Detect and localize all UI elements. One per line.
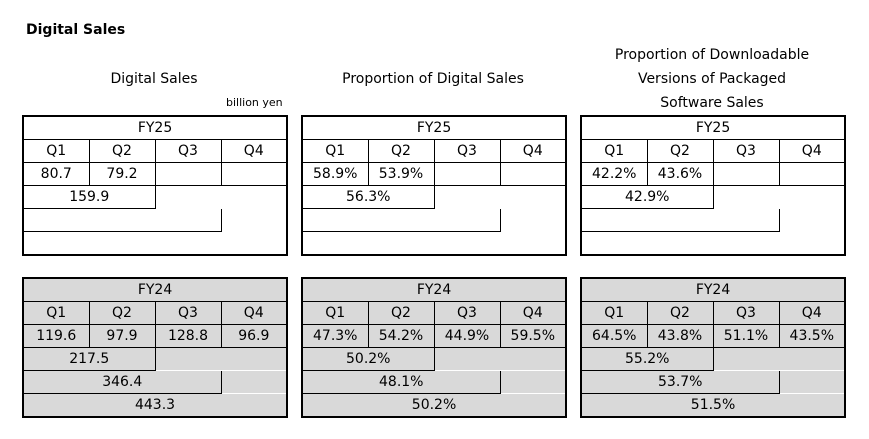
fy25-proportion-digital-table: FY25 Q1 Q2 Q3 Q4 58.9% 53.9% 56.3% xyxy=(301,115,568,256)
quarter-label: Q1 xyxy=(301,301,369,325)
quarter-value: 97.9 xyxy=(88,324,156,348)
quarter-value: 119.6 xyxy=(22,324,90,348)
fy24-digital-sales-table: FY24 Q1 Q2 Q3 Q4 119.6 97.9 128.8 96.9 2… xyxy=(22,277,289,418)
full-year xyxy=(301,231,567,256)
cumulative-h1: 217.5 xyxy=(22,347,156,371)
empty-cell xyxy=(221,370,288,394)
fiscal-year-label: FY24 xyxy=(301,277,567,302)
quarter-value: 128.8 xyxy=(154,324,222,348)
fy25-digital-sales-table: FY25 Q1 Q2 Q3 Q4 80.7 79.2 159.9 xyxy=(22,115,289,256)
quarter-label: Q3 xyxy=(154,301,222,325)
proportion-downloadable-header: Proportion of Downloadable Versions of P… xyxy=(580,43,844,115)
quarter-value xyxy=(433,162,501,186)
quarter-label: Q1 xyxy=(580,301,648,325)
quarter-label: Q4 xyxy=(220,139,288,163)
cumulative-h1: 56.3% xyxy=(301,185,435,209)
empty-cell xyxy=(500,370,567,394)
quarter-label: Q2 xyxy=(367,139,435,163)
page-title: Digital Sales xyxy=(26,22,126,38)
fiscal-year-label: FY24 xyxy=(22,277,288,302)
full-year xyxy=(580,231,846,256)
quarter-value: 43.6% xyxy=(646,162,714,186)
quarter-value xyxy=(154,162,222,186)
quarter-value: 54.2% xyxy=(367,324,435,348)
fiscal-year-label: FY24 xyxy=(580,277,846,302)
quarter-value: 58.9% xyxy=(301,162,369,186)
quarter-label: Q3 xyxy=(433,301,501,325)
empty-cell xyxy=(779,370,846,394)
fy24-proportion-digital-table: FY24 Q1 Q2 Q3 Q4 47.3% 54.2% 44.9% 59.5%… xyxy=(301,277,568,418)
quarter-label: Q4 xyxy=(499,139,567,163)
unit-label: billion yen xyxy=(226,96,283,109)
quarter-label: Q1 xyxy=(301,139,369,163)
header-line: Versions of Packaged xyxy=(637,71,787,87)
cumulative-h1: 55.2% xyxy=(580,347,714,371)
empty-cell xyxy=(434,185,567,209)
cumulative-q3 xyxy=(22,208,222,232)
quarter-label: Q2 xyxy=(88,139,156,163)
quarter-label: Q2 xyxy=(646,301,714,325)
cumulative-h1: 42.9% xyxy=(580,185,714,209)
empty-cell xyxy=(779,208,846,232)
empty-cell xyxy=(713,347,846,371)
quarter-value: 59.5% xyxy=(499,324,567,348)
fiscal-year-label: FY25 xyxy=(22,115,288,140)
quarter-value: 51.1% xyxy=(712,324,780,348)
quarter-label: Q4 xyxy=(778,139,846,163)
fiscal-year-label: FY25 xyxy=(580,115,846,140)
fy25-proportion-downloadable-table: FY25 Q1 Q2 Q3 Q4 42.2% 43.6% 42.9% xyxy=(580,115,847,256)
quarter-label: Q2 xyxy=(88,301,156,325)
quarter-value: 64.5% xyxy=(580,324,648,348)
quarter-label: Q3 xyxy=(154,139,222,163)
cumulative-h1: 159.9 xyxy=(22,185,156,209)
quarter-label: Q4 xyxy=(778,301,846,325)
quarter-label: Q4 xyxy=(499,301,567,325)
fy24-proportion-downloadable-table: FY24 Q1 Q2 Q3 Q4 64.5% 43.8% 51.1% 43.5%… xyxy=(580,277,847,418)
proportion-digital-sales-header: Proportion of Digital Sales xyxy=(342,71,524,87)
full-year: 443.3 xyxy=(22,393,288,418)
empty-cell xyxy=(155,347,288,371)
header-line: Software Sales xyxy=(660,95,764,111)
quarter-label: Q2 xyxy=(367,301,435,325)
quarter-value xyxy=(778,162,846,186)
empty-cell xyxy=(500,208,567,232)
cumulative-q3: 53.7% xyxy=(580,370,780,394)
quarter-value: 42.2% xyxy=(580,162,648,186)
quarter-value: 47.3% xyxy=(301,324,369,348)
quarter-label: Q1 xyxy=(580,139,648,163)
quarter-value xyxy=(712,162,780,186)
quarter-value: 80.7 xyxy=(22,162,90,186)
quarter-label: Q3 xyxy=(712,139,780,163)
full-year: 50.2% xyxy=(301,393,567,418)
fiscal-year-label: FY25 xyxy=(301,115,567,140)
empty-cell xyxy=(221,208,288,232)
full-year xyxy=(22,231,288,256)
quarter-label: Q1 xyxy=(22,139,90,163)
cumulative-q3: 346.4 xyxy=(22,370,222,394)
quarter-label: Q4 xyxy=(220,301,288,325)
header-line: Proportion of Downloadable xyxy=(614,47,810,63)
quarter-value: 96.9 xyxy=(220,324,288,348)
quarter-value: 79.2 xyxy=(88,162,156,186)
empty-cell xyxy=(434,347,567,371)
empty-cell xyxy=(713,185,846,209)
cumulative-q3 xyxy=(580,208,780,232)
full-year: 51.5% xyxy=(580,393,846,418)
cumulative-q3 xyxy=(301,208,501,232)
quarter-label: Q3 xyxy=(433,139,501,163)
quarter-value: 43.8% xyxy=(646,324,714,348)
quarter-value xyxy=(220,162,288,186)
quarter-value xyxy=(499,162,567,186)
empty-cell xyxy=(155,185,288,209)
quarter-value: 43.5% xyxy=(778,324,846,348)
cumulative-q3: 48.1% xyxy=(301,370,501,394)
digital-sales-header: Digital Sales xyxy=(110,71,198,87)
quarter-label: Q1 xyxy=(22,301,90,325)
quarter-value: 53.9% xyxy=(367,162,435,186)
quarter-value: 44.9% xyxy=(433,324,501,348)
quarter-label: Q3 xyxy=(712,301,780,325)
cumulative-h1: 50.2% xyxy=(301,347,435,371)
quarter-label: Q2 xyxy=(646,139,714,163)
